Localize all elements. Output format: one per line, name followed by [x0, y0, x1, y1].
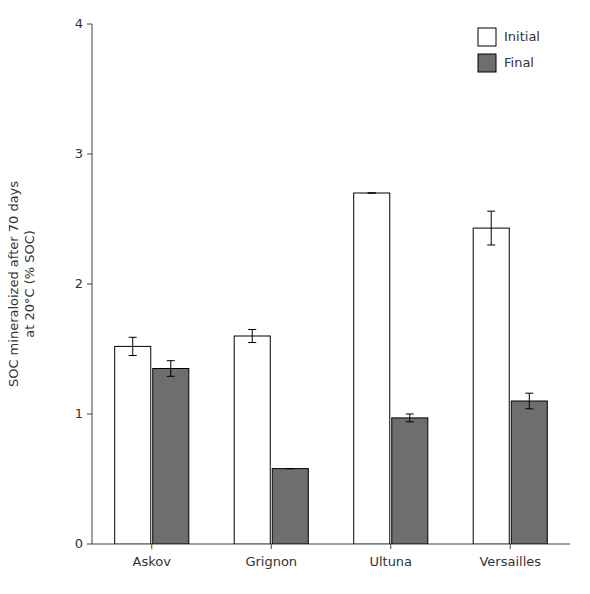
error-bar-cap — [248, 329, 256, 330]
error-bar — [129, 337, 137, 355]
y-tick-label: 2 — [75, 276, 83, 291]
error-bar — [286, 468, 294, 469]
error-bar — [525, 393, 533, 409]
x-tick — [271, 544, 272, 549]
bar — [115, 346, 151, 544]
y-tick — [87, 284, 92, 285]
error-bar-stem — [409, 414, 410, 422]
chart-container: 0 1 2 3 4 SOC mineraloized after 70 daysat 20… — [0, 0, 590, 594]
error-bar-cap — [487, 245, 495, 246]
x-tick — [390, 544, 391, 549]
plot-area — [115, 193, 548, 544]
legend: Initial Final — [478, 28, 540, 72]
error-bar — [487, 211, 495, 245]
y-tick-label: 4 — [75, 16, 83, 31]
y-tick — [87, 154, 92, 155]
x-tick — [510, 544, 511, 549]
y-axis: 0 1 2 3 4 — [75, 16, 92, 551]
error-bar-stem — [529, 393, 530, 409]
bar — [511, 401, 547, 544]
y-axis-label-line: at 20°C (% SOC) — [22, 230, 37, 338]
error-bar-cap — [406, 414, 414, 415]
error-bar — [248, 330, 256, 343]
bar — [354, 193, 390, 544]
error-bar-stem — [132, 337, 133, 355]
error-bar-cap — [167, 360, 175, 361]
y-axis-label: SOC mineraloized after 70 daysat 20°C (%… — [6, 181, 37, 387]
error-bar-cap — [406, 421, 414, 422]
legend-swatch — [478, 28, 496, 46]
series-1 — [153, 361, 548, 544]
x-axis: Askov Grignon Ultuna Versailles — [92, 544, 570, 569]
legend-label: Initial — [504, 29, 540, 44]
x-tick — [151, 544, 152, 549]
bar — [153, 369, 189, 545]
error-bar-stem — [170, 361, 171, 377]
bar — [473, 228, 509, 544]
x-tick-label: Ultuna — [369, 554, 412, 569]
error-bar-stem — [491, 211, 492, 245]
y-tick — [87, 544, 92, 545]
y-axis-label-line: SOC mineraloized after 70 days — [6, 181, 21, 387]
x-tick-label: Versailles — [479, 554, 541, 569]
error-bar-cap — [286, 468, 294, 469]
error-bar-cap — [525, 393, 533, 394]
y-tick — [87, 414, 92, 415]
error-bar-cap — [286, 468, 294, 469]
error-bar-stem — [252, 330, 253, 343]
bar — [272, 469, 308, 544]
error-bar-cap — [487, 211, 495, 212]
series-0 — [115, 193, 510, 544]
error-bar-cap — [368, 193, 376, 194]
x-tick-label: Grignon — [245, 554, 297, 569]
error-bar-cap — [248, 342, 256, 343]
y-tick-label: 0 — [75, 536, 83, 551]
error-bar-cap — [368, 193, 376, 194]
error-bar — [406, 414, 414, 422]
chart-svg: 0 1 2 3 4 SOC mineraloized after 70 daysat 20… — [0, 0, 590, 594]
error-bar — [368, 193, 376, 194]
error-bar — [167, 361, 175, 377]
y-tick-label: 3 — [75, 146, 83, 161]
error-bar-cap — [129, 337, 137, 338]
legend-swatch — [478, 54, 496, 72]
legend-label: Final — [504, 55, 534, 70]
y-tick — [87, 24, 92, 25]
x-tick-label: Askov — [133, 554, 172, 569]
bar — [392, 418, 428, 544]
bar — [234, 336, 270, 544]
error-bar-cap — [167, 376, 175, 377]
y-tick-label: 1 — [75, 406, 83, 421]
error-bar-cap — [129, 355, 137, 356]
error-bar-cap — [525, 408, 533, 409]
